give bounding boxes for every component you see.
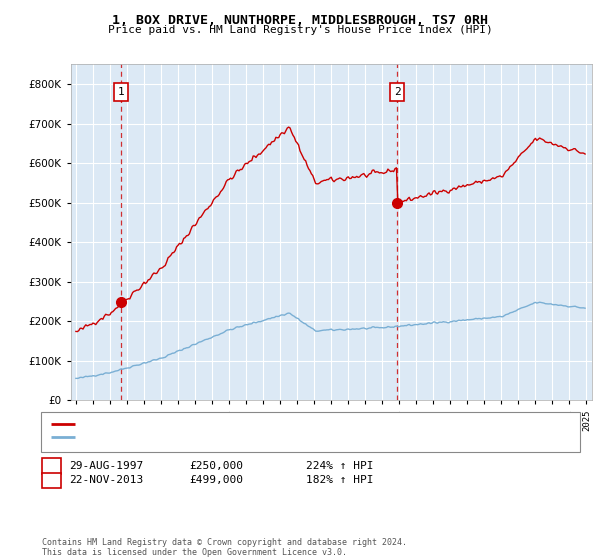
- Text: 182% ↑ HPI: 182% ↑ HPI: [306, 475, 373, 486]
- Text: 224% ↑ HPI: 224% ↑ HPI: [306, 461, 373, 471]
- Text: Price paid vs. HM Land Registry's House Price Index (HPI): Price paid vs. HM Land Registry's House …: [107, 25, 493, 35]
- Text: £499,000: £499,000: [189, 475, 243, 486]
- Text: 2: 2: [394, 87, 401, 97]
- Text: 2: 2: [48, 475, 55, 486]
- Text: 1, BOX DRIVE, NUNTHORPE, MIDDLESBROUGH, TS7 0RH: 1, BOX DRIVE, NUNTHORPE, MIDDLESBROUGH, …: [112, 14, 488, 27]
- Text: 1, BOX DRIVE, NUNTHORPE, MIDDLESBROUGH, TS7 0RH (detached house): 1, BOX DRIVE, NUNTHORPE, MIDDLESBROUGH, …: [80, 419, 448, 428]
- Text: 1: 1: [48, 461, 55, 471]
- Text: 22-NOV-2013: 22-NOV-2013: [69, 475, 143, 486]
- Text: £250,000: £250,000: [189, 461, 243, 471]
- Text: 1: 1: [118, 87, 124, 97]
- Text: Contains HM Land Registry data © Crown copyright and database right 2024.
This d: Contains HM Land Registry data © Crown c…: [42, 538, 407, 557]
- Text: HPI: Average price, detached house, Middlesbrough: HPI: Average price, detached house, Midd…: [80, 432, 362, 441]
- Text: 29-AUG-1997: 29-AUG-1997: [69, 461, 143, 471]
